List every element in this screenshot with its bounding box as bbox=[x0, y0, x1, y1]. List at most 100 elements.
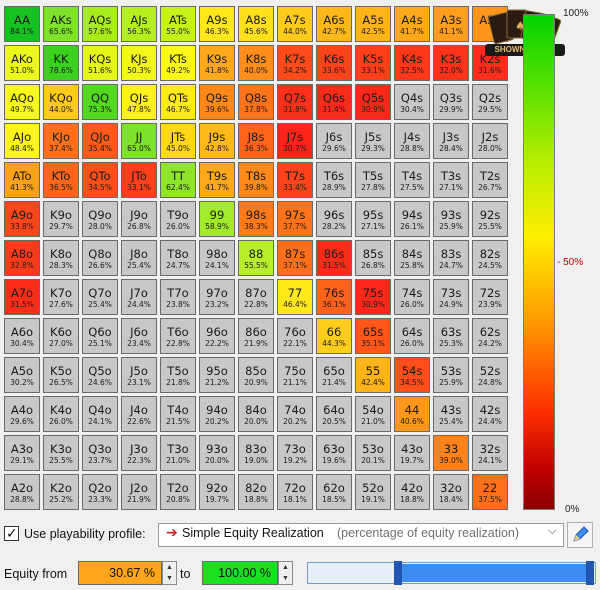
hand-cell[interactable]: K3o 25.5% bbox=[43, 435, 79, 471]
playability-checkbox[interactable]: ✓ bbox=[4, 525, 19, 541]
hand-cell[interactable]: Q8s 37.8% bbox=[238, 84, 274, 120]
hand-cell[interactable]: 62o 18.5% bbox=[316, 474, 352, 510]
hand-cell[interactable]: 62s 24.2% bbox=[472, 318, 508, 354]
hand-cell[interactable]: AJo 48.4% bbox=[4, 123, 40, 159]
hand-cell[interactable]: K4s 32.5% bbox=[394, 45, 430, 81]
hand-cell[interactable]: JTs 45.0% bbox=[160, 123, 196, 159]
hand-cell[interactable]: A9s 46.3% bbox=[199, 6, 235, 42]
hand-cell[interactable]: AKs 65.6% bbox=[43, 6, 79, 42]
hand-cell[interactable]: J2o 21.9% bbox=[121, 474, 157, 510]
hand-cell[interactable]: K7o 27.6% bbox=[43, 279, 79, 315]
hand-cell[interactable]: JTo 33.1% bbox=[121, 162, 157, 198]
hand-cell[interactable]: 65s 35.1% bbox=[355, 318, 391, 354]
hand-cell[interactable]: 97o 23.2% bbox=[199, 279, 235, 315]
hand-cell[interactable]: 53s 25.9% bbox=[433, 357, 469, 393]
hand-cell[interactable]: 97s 37.7% bbox=[277, 201, 313, 237]
hand-cell[interactable]: T7o 23.8% bbox=[160, 279, 196, 315]
hand-cell[interactable]: KK 78.6% bbox=[43, 45, 79, 81]
hand-cell[interactable]: 63s 25.3% bbox=[433, 318, 469, 354]
hand-cell[interactable]: 73s 24.9% bbox=[433, 279, 469, 315]
hand-cell[interactable]: Q7o 25.4% bbox=[82, 279, 118, 315]
hand-cell[interactable]: K7s 34.2% bbox=[277, 45, 313, 81]
hand-cell[interactable]: K6o 27.0% bbox=[43, 318, 79, 354]
hand-cell[interactable]: T9o 26.0% bbox=[160, 201, 196, 237]
hand-cell[interactable]: A4s 41.7% bbox=[394, 6, 430, 42]
hand-cell[interactable]: K9s 41.8% bbox=[199, 45, 235, 81]
hand-cell[interactable]: A8s 45.6% bbox=[238, 6, 274, 42]
hand-cell[interactable]: 94o 20.2% bbox=[199, 396, 235, 432]
hand-cell[interactable]: QJo 35.4% bbox=[82, 123, 118, 159]
hand-cell[interactable]: 85o 20.9% bbox=[238, 357, 274, 393]
hand-cell[interactable]: J5o 23.1% bbox=[121, 357, 157, 393]
hand-cell[interactable]: T4o 21.5% bbox=[160, 396, 196, 432]
hand-cell[interactable]: 82s 24.5% bbox=[472, 240, 508, 276]
hand-cell[interactable]: 66 44.3% bbox=[316, 318, 352, 354]
hand-cell[interactable]: 33 39.0% bbox=[433, 435, 469, 471]
hand-cell[interactable]: 99 58.9% bbox=[199, 201, 235, 237]
hand-cell[interactable]: QJs 47.8% bbox=[121, 84, 157, 120]
equity-slider-left-handle[interactable] bbox=[393, 561, 402, 585]
hand-cell[interactable]: 83o 19.0% bbox=[238, 435, 274, 471]
hand-cell[interactable]: A3o 29.1% bbox=[4, 435, 40, 471]
hand-cell[interactable]: 42s 24.4% bbox=[472, 396, 508, 432]
hand-cell[interactable]: 32o 18.4% bbox=[433, 474, 469, 510]
hand-cell[interactable]: Q6o 25.1% bbox=[82, 318, 118, 354]
hand-cell[interactable]: T4s 27.5% bbox=[394, 162, 430, 198]
hand-cell[interactable]: 54o 21.0% bbox=[355, 396, 391, 432]
hand-cell[interactable]: A4o 29.6% bbox=[4, 396, 40, 432]
hand-cell[interactable]: 95s 27.1% bbox=[355, 201, 391, 237]
hand-cell[interactable]: AA 84.1% bbox=[4, 6, 40, 42]
hand-cell[interactable]: KTs 49.2% bbox=[160, 45, 196, 81]
hand-cell[interactable]: T9s 41.7% bbox=[199, 162, 235, 198]
hand-cell[interactable]: 76o 22.1% bbox=[277, 318, 313, 354]
chevron-down-icon[interactable]: ⌵ bbox=[548, 525, 557, 537]
hand-cell[interactable]: 96o 22.2% bbox=[199, 318, 235, 354]
hand-cell[interactable]: J4s 28.8% bbox=[394, 123, 430, 159]
profile-dropdown[interactable] bbox=[158, 523, 564, 547]
hand-cell[interactable]: AJs 56.3% bbox=[121, 6, 157, 42]
hand-cell[interactable]: A8o 32.8% bbox=[4, 240, 40, 276]
hand-cell[interactable]: KJo 37.4% bbox=[43, 123, 79, 159]
hand-cell[interactable]: J7o 24.4% bbox=[121, 279, 157, 315]
hand-cell[interactable]: ATo 41.3% bbox=[4, 162, 40, 198]
hand-cell[interactable]: 75s 30.9% bbox=[355, 279, 391, 315]
hand-cell[interactable]: J6o 23.4% bbox=[121, 318, 157, 354]
hand-cell[interactable]: T6s 28.9% bbox=[316, 162, 352, 198]
hand-cell[interactable]: K2o 25.2% bbox=[43, 474, 79, 510]
hand-cell[interactable]: 93s 25.9% bbox=[433, 201, 469, 237]
hand-cell[interactable]: T8s 39.8% bbox=[238, 162, 274, 198]
hand-cell[interactable]: A6s 42.7% bbox=[316, 6, 352, 42]
hand-cell[interactable]: KTo 36.5% bbox=[43, 162, 79, 198]
hand-cell[interactable]: 64s 26.0% bbox=[394, 318, 430, 354]
hand-cell[interactable]: 75o 21.1% bbox=[277, 357, 313, 393]
hand-cell[interactable]: T8o 24.7% bbox=[160, 240, 196, 276]
hand-cell[interactable]: 88 55.5% bbox=[238, 240, 274, 276]
hand-cell[interactable]: Q7s 31.8% bbox=[277, 84, 313, 120]
hand-cell[interactable]: T5o 21.8% bbox=[160, 357, 196, 393]
hand-cell[interactable]: 52o 19.1% bbox=[355, 474, 391, 510]
hand-cell[interactable]: J3s 28.4% bbox=[433, 123, 469, 159]
hand-cell[interactable]: 92o 19.7% bbox=[199, 474, 235, 510]
hand-cell[interactable]: 43o 19.7% bbox=[394, 435, 430, 471]
hand-cell[interactable]: 86o 21.9% bbox=[238, 318, 274, 354]
hand-cell[interactable]: 74s 26.0% bbox=[394, 279, 430, 315]
hand-cell[interactable]: 87s 37.1% bbox=[277, 240, 313, 276]
hand-cell[interactable]: J8o 25.4% bbox=[121, 240, 157, 276]
hand-cell[interactable]: J7s 30.7% bbox=[277, 123, 313, 159]
hand-cell[interactable]: K8s 40.0% bbox=[238, 45, 274, 81]
hand-cell[interactable]: 92s 25.5% bbox=[472, 201, 508, 237]
hand-cell[interactable]: TT 62.4% bbox=[160, 162, 196, 198]
hand-cell[interactable]: J9s 42.8% bbox=[199, 123, 235, 159]
hand-cell[interactable]: Q4s 30.4% bbox=[394, 84, 430, 120]
hand-cell[interactable]: 63o 19.6% bbox=[316, 435, 352, 471]
hand-cell[interactable]: 98o 24.1% bbox=[199, 240, 235, 276]
hand-cell[interactable]: Q5s 30.9% bbox=[355, 84, 391, 120]
hand-cell[interactable]: J3o 22.3% bbox=[121, 435, 157, 471]
hand-cell[interactable]: 43s 25.4% bbox=[433, 396, 469, 432]
hand-cell[interactable]: 53o 20.1% bbox=[355, 435, 391, 471]
edit-profile-button[interactable] bbox=[567, 522, 593, 548]
hand-cell[interactable]: 95o 21.2% bbox=[199, 357, 235, 393]
hand-cell[interactable]: A7o 31.5% bbox=[4, 279, 40, 315]
hand-cell[interactable]: J4o 22.6% bbox=[121, 396, 157, 432]
hand-cell[interactable]: J8s 36.3% bbox=[238, 123, 274, 159]
